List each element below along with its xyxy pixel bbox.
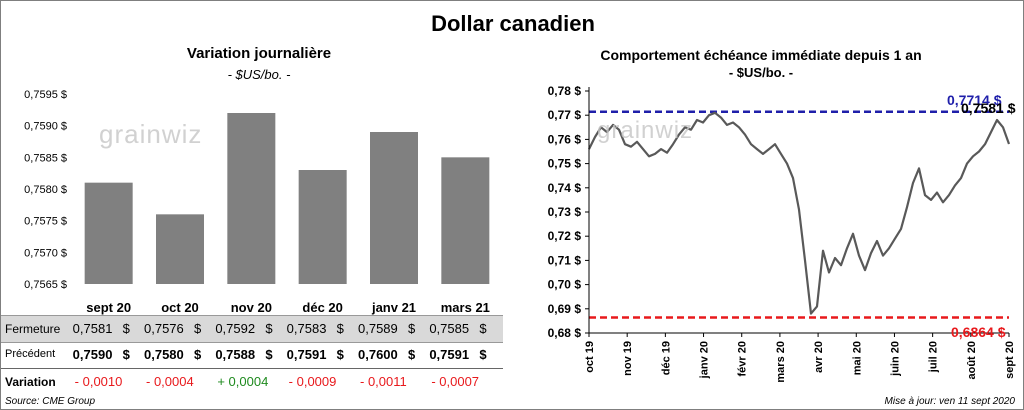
bar-y-tick-label: 0,7590 $ [24,121,67,133]
table-divider [1,368,503,369]
line-y-tick-label: 0,78 $ [548,84,582,98]
line-y-tick-label: 0,70 $ [548,278,582,292]
bar [298,170,347,284]
line-y-tick-label: 0,73 $ [548,205,582,219]
page-title: Dollar canadien [431,11,595,36]
table-cell: 0,7576 $ [144,321,202,336]
table-row-precedent: Précédent 0,7590 $ 0,7580 $ 0,7588 $ 0,7591 $ 0,… [1,342,503,368]
line-y-tick-label: 0,72 $ [548,229,582,243]
line-x-tick-label: janv 20 [699,341,711,379]
line-x-tick-label: mars 20 [775,341,787,383]
bar [84,182,133,284]
table-cell: 0,7592 $ [215,321,273,336]
bar [370,132,418,284]
data-table: Fermeture 0,7581 $ 0,7576 $ 0,7592 $ 0,7583 $ 0,… [1,315,503,395]
right-chart-title: Comportement échéance immédiate depuis 1… [600,47,922,63]
table-cell: 0,7590 $ [72,347,130,362]
bar-chart: 0,7565 $ 0,7570 $ 0,7575 $ 0,7580 $ 0,7585 $… [24,89,490,315]
table-cell: - 0,0010 [74,374,123,389]
line-y-tick-label: 0,75 $ [548,157,582,171]
line-x-tick-label: juil 20 [928,341,940,373]
line-x-tick-label: avr 20 [813,341,825,373]
table-cell: 0,7591 $ [429,347,487,362]
line-y-tick-label: 0,77 $ [548,108,582,122]
line-x-tick-label: juin 20 [889,341,901,377]
bar [156,214,204,284]
table-cell: 0,7600 $ [358,347,416,362]
table-row-variation: Variation - 0,0010 - 0,0004 + 0,0004 - 0,00… [1,369,503,395]
price-line [588,111,1011,315]
bar-y-axis: 0,7565 $ 0,7570 $ 0,7575 $ 0,7580 $ 0,7585 $… [24,89,67,291]
bar [441,157,490,284]
table-cell: - 0,0011 [360,374,407,389]
line-x-tick-label: déc 19 [660,341,672,375]
bar-x-axis: sept 20 oct 20 nov 20 déc 20 janv 21 mars 21 [86,300,490,315]
last-price-label: 0,7581 $ [961,100,1016,116]
bar-x-tick-label: nov 20 [231,300,272,315]
line-y-tick-label: 0,69 $ [548,302,582,316]
line-chart: 0,68 $ 0,69 $ 0,70 $ 0,71 $ 0,72 $ 0,73 $ 0,74… [548,84,1016,383]
left-chart-subtitle: - $US/bo. - [227,67,291,82]
row-label-fermeture: Fermeture [5,322,61,336]
bar [227,113,276,284]
bar-x-tick-label: janv 21 [371,300,416,315]
row-label-precedent: Précédent [5,348,56,360]
row-label-variation: Variation [5,375,56,389]
table-cell: - 0,0004 [146,374,194,389]
table-cell: + 0,0004 [217,374,269,389]
high-label: 0,7714 $ [947,92,1002,108]
bar-x-tick-label: déc 20 [302,300,342,315]
bar-y-tick-label: 0,7575 $ [24,216,67,228]
line-x-tick-label: nov 19 [622,341,634,376]
line-x-tick-label: mai 20 [851,341,863,375]
table-cell: 0,7588 $ [215,347,273,362]
table-cell: - 0,0009 [288,374,337,389]
table-cell: - 0,0007 [431,374,480,389]
line-y-tick-label: 0,76 $ [548,132,582,146]
table-cell: 0,7583 $ [286,321,344,336]
line-x-tick-label: févr 20 [737,341,749,376]
bar-y-tick-label: 0,7580 $ [24,184,67,196]
bar-y-tick-label: 0,7565 $ [24,279,67,291]
table-row-fermeture: Fermeture 0,7581 $ 0,7576 $ 0,7592 $ 0,7583 $ 0,… [1,315,503,343]
line-y-axis: 0,68 $ 0,69 $ 0,70 $ 0,71 $ 0,72 $ 0,73 $ 0,74… [548,84,589,340]
bar-x-tick-label: oct 20 [161,300,199,315]
table-cell: 0,7589 $ [358,321,416,336]
source-note: Source: CME Group [5,396,96,407]
bar-y-tick-label: 0,7595 $ [24,89,67,101]
table-cell: 0,7591 $ [286,347,344,362]
bar-series [84,113,490,284]
line-x-tick-label: oct 19 [584,341,596,373]
bar-x-tick-label: sept 20 [86,300,131,315]
bar-y-tick-label: 0,7585 $ [24,152,67,164]
low-label: 0,6864 $ [951,324,1006,340]
bar-y-tick-label: 0,7570 $ [24,247,67,259]
line-x-axis: oct 19 nov 19 déc 19 janv 20 févr 20 mars 20 a… [584,333,1016,383]
line-y-tick-label: 0,68 $ [548,326,582,340]
right-chart-subtitle: - $US/bo. - [728,65,794,80]
table-cell: 0,7581 $ [72,321,130,336]
line-x-tick-label: sept 20 [1004,341,1016,379]
left-chart-title: Variation journalière [186,45,332,62]
update-note: Mise à jour: ven 11 sept 2020 [884,396,1015,407]
right-watermark: grainwiz [597,117,694,144]
bar-x-tick-label: mars 21 [441,300,490,315]
line-y-tick-label: 0,71 $ [548,253,582,267]
line-y-tick-label: 0,74 $ [548,181,582,195]
line-x-tick-label: août 20 [966,341,978,380]
left-watermark: grainwiz [99,119,203,149]
table-cell: 0,7585 $ [429,321,487,336]
table-cell: 0,7580 $ [144,347,202,362]
